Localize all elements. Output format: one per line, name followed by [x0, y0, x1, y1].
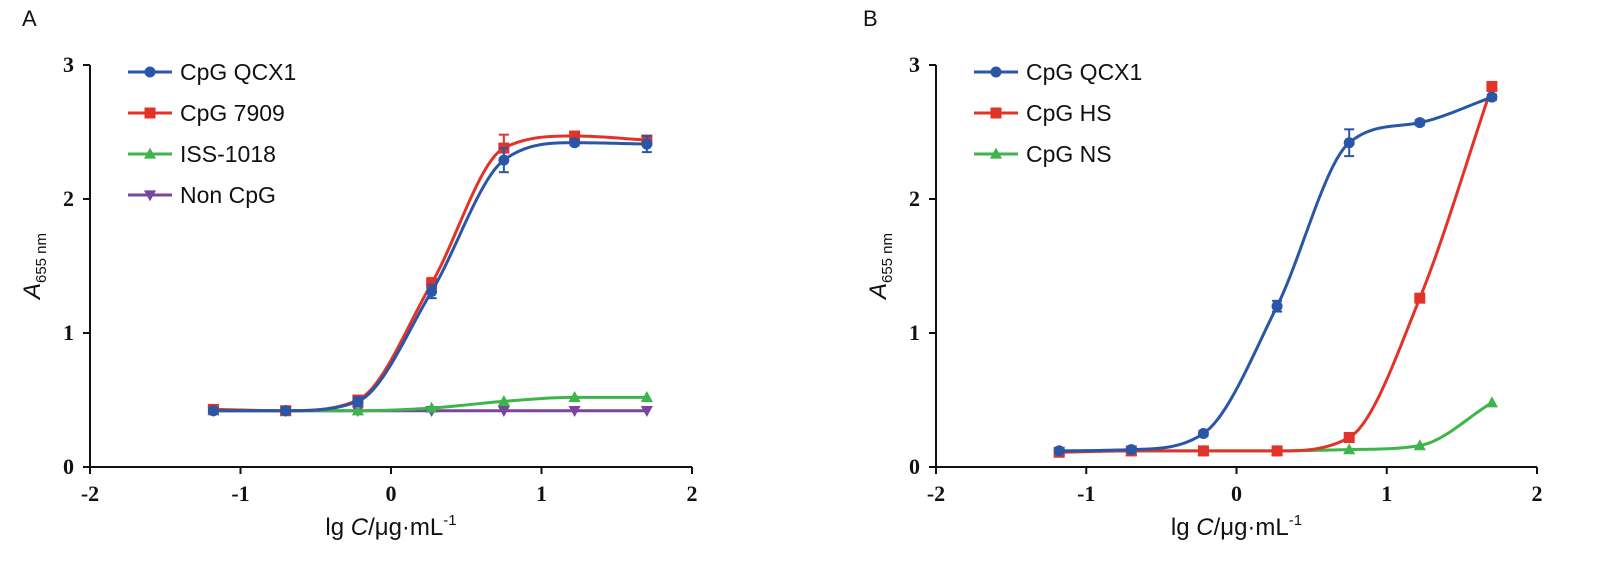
- legend-label: CpG 7909: [180, 100, 285, 126]
- legend-marker: [144, 66, 156, 78]
- legend-marker: [990, 66, 1002, 78]
- legend-label: CpG QCX1: [180, 59, 296, 85]
- y-tick-label: 1: [63, 320, 74, 345]
- data-point: [351, 404, 364, 416]
- data-point: [568, 406, 581, 418]
- legend-item-cpg-hs: CpG HS: [974, 100, 1112, 126]
- legend-item-non-cpg: Non CpG: [128, 182, 276, 208]
- data-point: [1197, 445, 1209, 457]
- x-tick-label: -2: [927, 481, 945, 506]
- series-cpg-qcx1: [207, 135, 653, 417]
- legend-item-cpg-qcx1: CpG QCX1: [128, 59, 296, 85]
- legend-marker: [143, 147, 157, 159]
- data-point: [1053, 445, 1065, 457]
- x-tick-label: -2: [81, 481, 99, 506]
- legend-item-cpg-7909: CpG 7909: [128, 100, 285, 126]
- legend-label: CpG NS: [1026, 141, 1112, 167]
- data-point: [207, 405, 219, 417]
- series-line: [1059, 401, 1493, 453]
- series-cpg-7909: [207, 130, 653, 417]
- panel-label: A: [22, 6, 37, 31]
- data-point: [1271, 300, 1283, 312]
- panel-label: B: [863, 6, 878, 31]
- data-point: [1485, 396, 1498, 408]
- x-tick-label: 0: [386, 481, 397, 506]
- data-point: [1197, 428, 1209, 439]
- x-axis-label: lg C/μg·mL-1: [325, 512, 456, 541]
- data-point: [497, 395, 510, 407]
- x-tick-label: 1: [536, 481, 547, 506]
- series-line: [1059, 85, 1494, 454]
- data-point: [1125, 444, 1137, 456]
- data-point: [568, 390, 581, 402]
- legend-marker: [990, 107, 1002, 119]
- data-point: [1343, 432, 1355, 444]
- data-point: [1413, 439, 1426, 451]
- legend-label: CpG QCX1: [1026, 59, 1142, 85]
- y-tick-label: 2: [63, 186, 74, 211]
- x-tick-label: 2: [1532, 481, 1543, 506]
- data-point: [1486, 91, 1498, 103]
- y-tick-label: 0: [909, 454, 920, 479]
- legend: CpG QCX1 CpG HS CpG NS: [974, 59, 1142, 167]
- data-point: [640, 390, 653, 402]
- data-point: [641, 138, 653, 150]
- y-tick-label: 0: [63, 454, 74, 479]
- series-line: [213, 141, 647, 413]
- x-tick-label: 0: [1231, 481, 1242, 506]
- x-tick-label: -1: [1077, 481, 1095, 506]
- data-point: [425, 401, 438, 413]
- legend-item-iss-1018: ISS-1018: [128, 141, 276, 167]
- data-point: [426, 277, 438, 289]
- y-axis-label: A655 nm: [865, 233, 896, 301]
- y-tick-label: 1: [909, 320, 920, 345]
- legend-label: ISS-1018: [180, 141, 276, 167]
- data-point: [1414, 117, 1426, 129]
- data-point: [1486, 80, 1498, 92]
- data-point: [640, 406, 653, 418]
- x-tick-label: 2: [687, 481, 698, 506]
- legend-item-cpg-qcx1: CpG QCX1: [974, 59, 1142, 85]
- data-point: [497, 406, 510, 418]
- data-point: [426, 285, 438, 297]
- series-cpg-qcx1: [1053, 91, 1498, 457]
- data-point: [1343, 443, 1356, 455]
- legend-item-cpg-ns: CpG NS: [974, 141, 1112, 167]
- data-point: [1271, 445, 1283, 457]
- y-axis-label: A655 nm: [19, 233, 50, 301]
- data-point: [1414, 292, 1426, 304]
- x-tick-label: -1: [231, 481, 249, 506]
- series-cpg-hs: [1053, 80, 1498, 458]
- data-point: [569, 130, 581, 142]
- data-point: [569, 137, 581, 149]
- y-tick-label: 3: [63, 52, 74, 77]
- x-axis-label: lg C/μg·mL-1: [1171, 512, 1302, 541]
- legend-marker: [143, 190, 157, 202]
- legend: CpG QCX1 CpG 7909 ISS-1018 Non CpG: [128, 59, 296, 208]
- series-line: [1059, 95, 1493, 453]
- data-point: [280, 405, 292, 417]
- series-line: [213, 134, 647, 413]
- legend-label: Non CpG: [180, 182, 276, 208]
- x-tick-label: 1: [1381, 481, 1392, 506]
- y-tick-label: 2: [909, 186, 920, 211]
- data-point: [352, 395, 364, 407]
- y-tick-label: 3: [909, 52, 920, 77]
- data-point: [1343, 137, 1355, 149]
- legend-marker: [144, 107, 156, 119]
- legend-marker: [989, 147, 1003, 159]
- legend-label: CpG HS: [1026, 100, 1112, 126]
- data-point: [498, 154, 510, 166]
